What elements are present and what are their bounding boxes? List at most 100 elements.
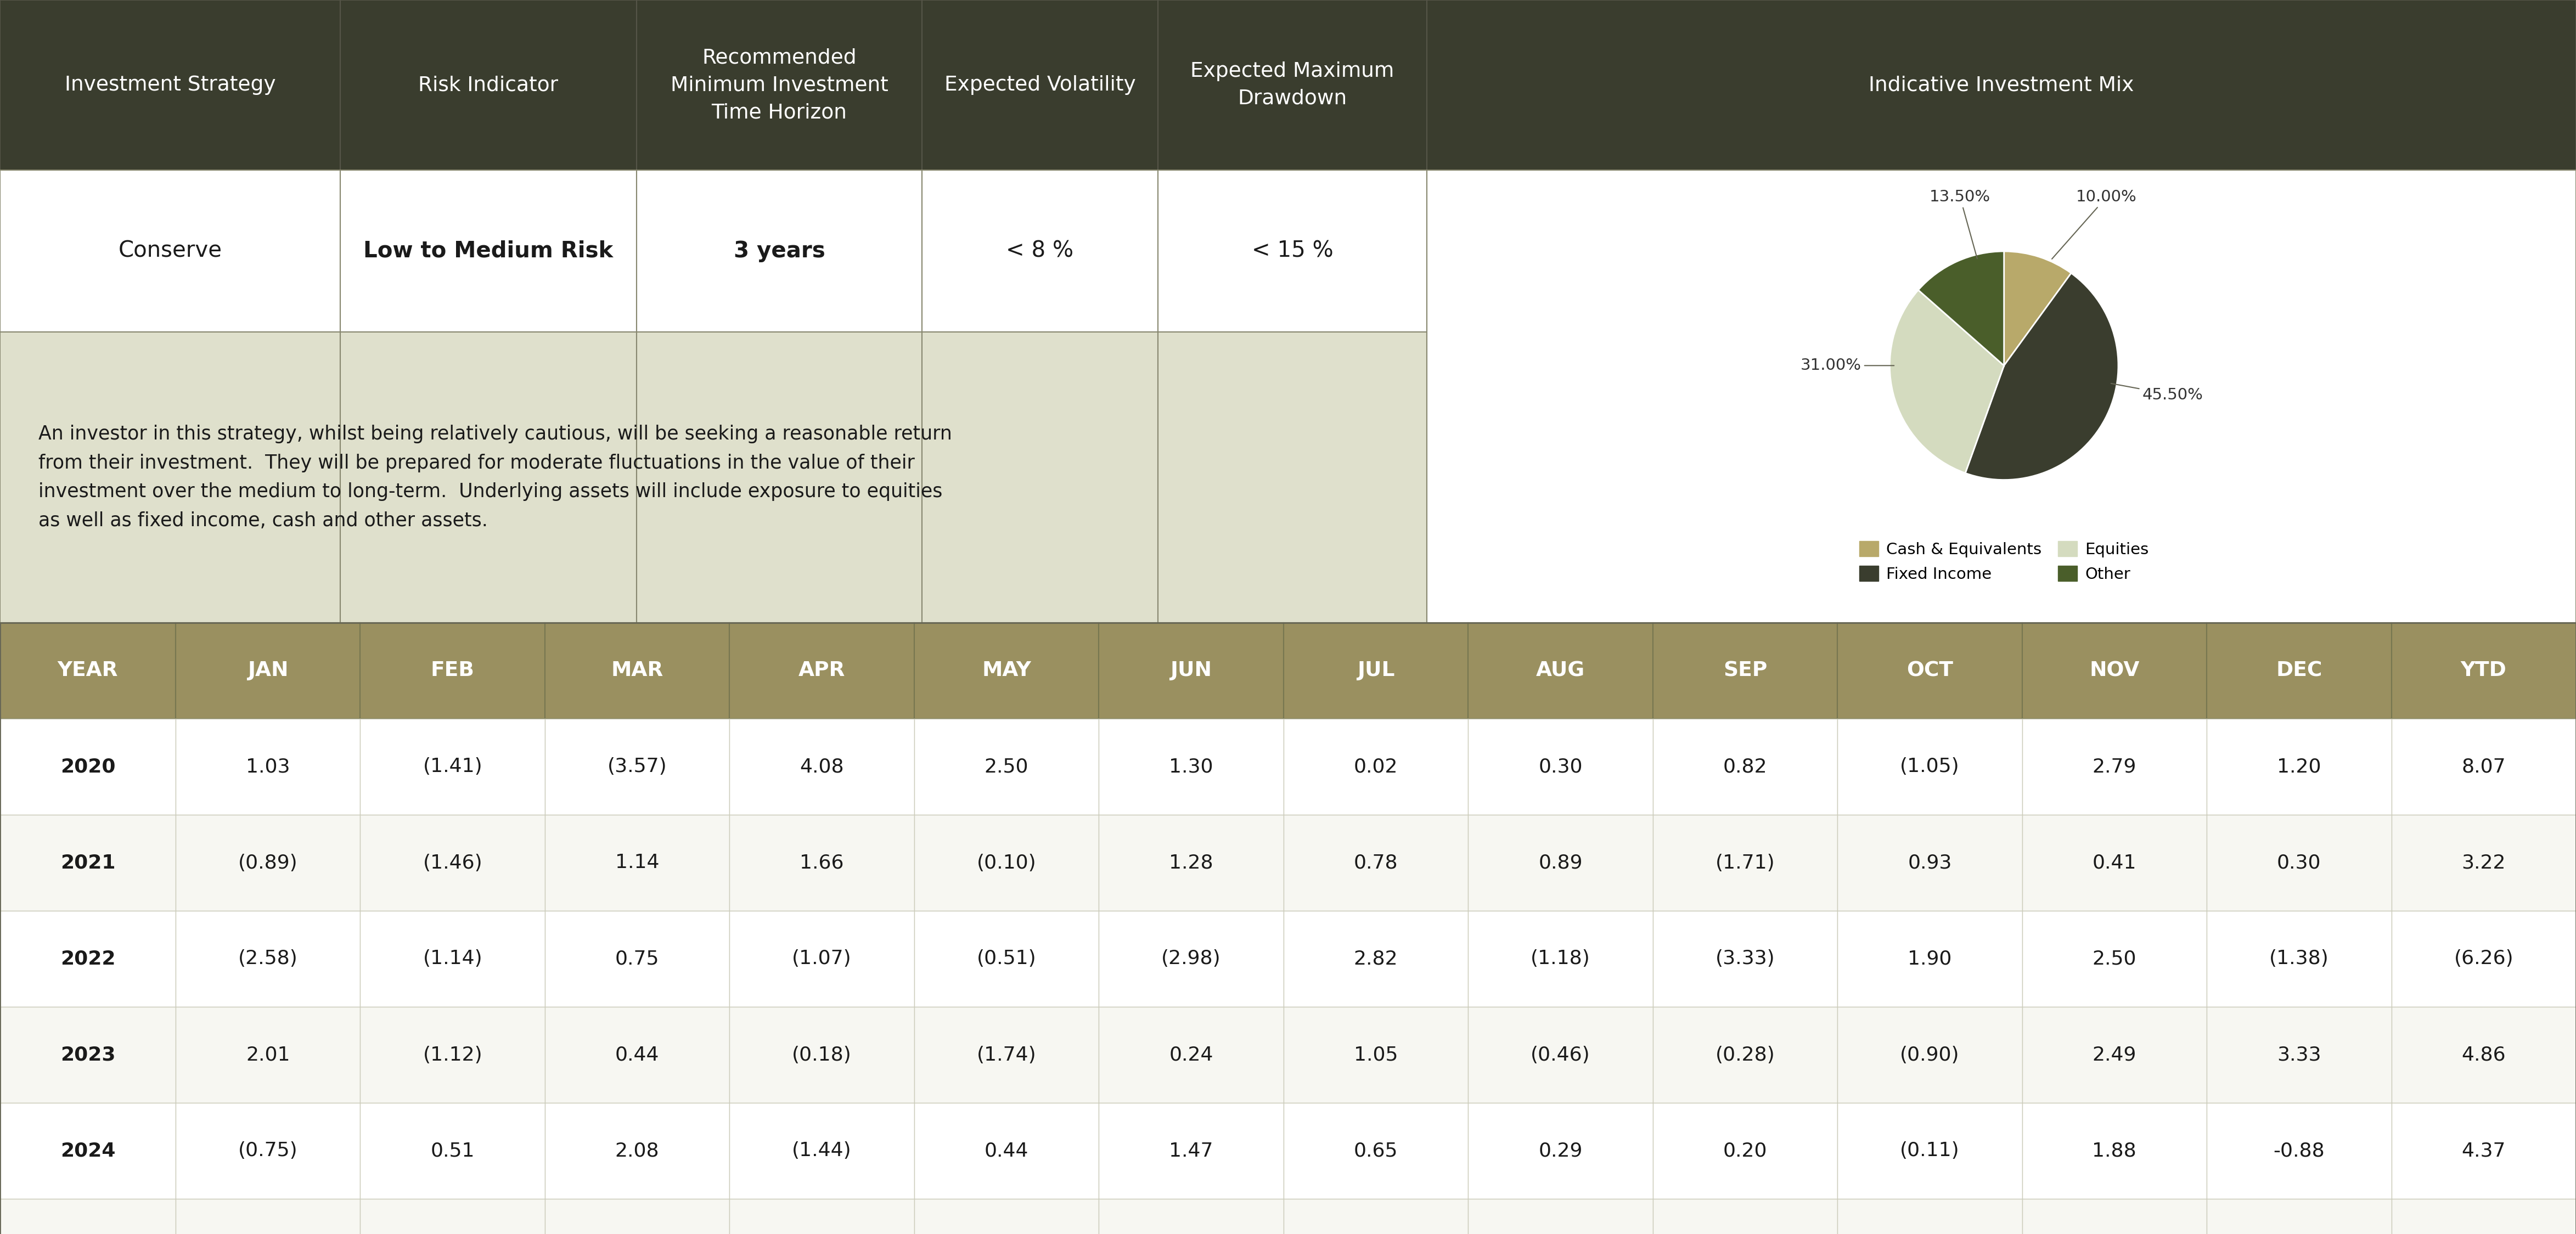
Bar bbox=[1283, 1199, 1468, 1234]
Text: Conserve: Conserve bbox=[118, 241, 222, 262]
Bar bbox=[1159, 170, 1427, 332]
Text: 45.50%: 45.50% bbox=[2110, 384, 2202, 402]
Text: MAR: MAR bbox=[611, 661, 665, 681]
Text: 13.50%: 13.50% bbox=[1929, 189, 1991, 259]
Bar bbox=[2391, 718, 2576, 814]
Bar bbox=[0, 623, 175, 718]
Text: 0.30: 0.30 bbox=[2277, 854, 2321, 872]
Text: JUN: JUN bbox=[1170, 661, 1213, 681]
Bar bbox=[0, 911, 175, 1007]
Text: 2024: 2024 bbox=[59, 1141, 116, 1160]
Bar bbox=[1100, 814, 1283, 911]
Text: (0.89): (0.89) bbox=[237, 854, 299, 872]
Bar bbox=[914, 814, 1100, 911]
Text: 1.05: 1.05 bbox=[1355, 1045, 1399, 1064]
Bar bbox=[175, 1199, 361, 1234]
Bar bbox=[1654, 718, 1837, 814]
Text: 8.07: 8.07 bbox=[2463, 758, 2506, 776]
Text: 2.50: 2.50 bbox=[2092, 949, 2136, 969]
Text: Expected Maximum
Drawdown: Expected Maximum Drawdown bbox=[1190, 62, 1394, 109]
Bar bbox=[546, 1007, 729, 1103]
Text: (6.26): (6.26) bbox=[2455, 949, 2514, 969]
Bar bbox=[729, 623, 914, 718]
Bar bbox=[2391, 1103, 2576, 1199]
Bar bbox=[1837, 911, 2022, 1007]
Bar bbox=[2208, 911, 2391, 1007]
Bar bbox=[0, 0, 340, 170]
Bar bbox=[340, 170, 636, 332]
Bar bbox=[361, 623, 546, 718]
Bar bbox=[729, 1199, 914, 1234]
Text: 1.28: 1.28 bbox=[1170, 854, 1213, 872]
Text: 3.33: 3.33 bbox=[2277, 1045, 2321, 1064]
Text: 0.44: 0.44 bbox=[616, 1045, 659, 1064]
Bar bbox=[1283, 1103, 1468, 1199]
Bar bbox=[175, 623, 361, 718]
Bar bbox=[2022, 1199, 2208, 1234]
Text: DEC: DEC bbox=[2275, 661, 2321, 681]
Bar bbox=[1100, 718, 1283, 814]
Bar bbox=[2208, 718, 2391, 814]
Bar bbox=[1837, 814, 2022, 911]
Text: (1.05): (1.05) bbox=[1901, 758, 1960, 776]
Text: (0.46): (0.46) bbox=[1530, 1045, 1589, 1064]
Text: (1.18): (1.18) bbox=[1530, 949, 1589, 969]
Text: (0.10): (0.10) bbox=[976, 854, 1036, 872]
Text: 2.01: 2.01 bbox=[245, 1045, 291, 1064]
Bar bbox=[729, 1103, 914, 1199]
Bar bbox=[1654, 1199, 1837, 1234]
Text: SEP: SEP bbox=[1723, 661, 1767, 681]
Text: MAY: MAY bbox=[981, 661, 1030, 681]
Text: Risk Indicator: Risk Indicator bbox=[417, 75, 559, 95]
Bar bbox=[0, 814, 175, 911]
Wedge shape bbox=[2004, 252, 2071, 365]
Bar bbox=[1654, 1007, 1837, 1103]
Text: (0.28): (0.28) bbox=[1716, 1045, 1775, 1064]
Bar bbox=[340, 0, 636, 170]
Bar bbox=[361, 911, 546, 1007]
Bar bbox=[1837, 1199, 2022, 1234]
Legend: Cash & Equivalents, Fixed Income, Equities, Other: Cash & Equivalents, Fixed Income, Equiti… bbox=[1852, 534, 2156, 589]
Text: (1.12): (1.12) bbox=[422, 1045, 482, 1064]
Bar bbox=[1283, 718, 1468, 814]
Bar bbox=[1468, 1103, 1654, 1199]
Text: OCT: OCT bbox=[1906, 661, 1953, 681]
Bar bbox=[636, 332, 922, 623]
Bar bbox=[0, 332, 340, 623]
Text: 2.82: 2.82 bbox=[1352, 949, 1399, 969]
Bar bbox=[2391, 911, 2576, 1007]
Bar bbox=[0, 1103, 175, 1199]
Text: 1.03: 1.03 bbox=[245, 758, 291, 776]
Bar bbox=[1654, 814, 1837, 911]
Bar bbox=[2022, 1007, 2208, 1103]
Bar bbox=[1427, 0, 2576, 170]
Bar bbox=[361, 1103, 546, 1199]
Text: AUG: AUG bbox=[1535, 661, 1584, 681]
Bar bbox=[2208, 1199, 2391, 1234]
Text: (0.18): (0.18) bbox=[791, 1045, 853, 1064]
Bar bbox=[2208, 623, 2391, 718]
Text: 31.00%: 31.00% bbox=[1801, 358, 1893, 373]
Text: 1.47: 1.47 bbox=[1170, 1141, 1213, 1160]
Bar bbox=[1427, 170, 2576, 623]
Bar bbox=[1468, 911, 1654, 1007]
Text: YEAR: YEAR bbox=[57, 661, 118, 681]
Text: 1.30: 1.30 bbox=[1170, 758, 1213, 776]
Text: (1.14): (1.14) bbox=[422, 949, 482, 969]
Bar bbox=[1100, 1103, 1283, 1199]
Text: 0.24: 0.24 bbox=[1170, 1045, 1213, 1064]
Text: 0.30: 0.30 bbox=[1538, 758, 1582, 776]
Text: (2.98): (2.98) bbox=[1162, 949, 1221, 969]
Bar bbox=[546, 814, 729, 911]
Text: FEB: FEB bbox=[430, 661, 474, 681]
Bar bbox=[2391, 623, 2576, 718]
Bar bbox=[2022, 718, 2208, 814]
Text: < 15 %: < 15 % bbox=[1252, 241, 1334, 262]
Bar bbox=[1100, 623, 1283, 718]
Bar bbox=[2022, 1103, 2208, 1199]
Text: 2023: 2023 bbox=[59, 1045, 116, 1064]
Bar bbox=[914, 911, 1100, 1007]
Bar bbox=[1159, 332, 1427, 623]
Bar bbox=[1654, 1103, 1837, 1199]
Text: 2.49: 2.49 bbox=[2092, 1045, 2136, 1064]
